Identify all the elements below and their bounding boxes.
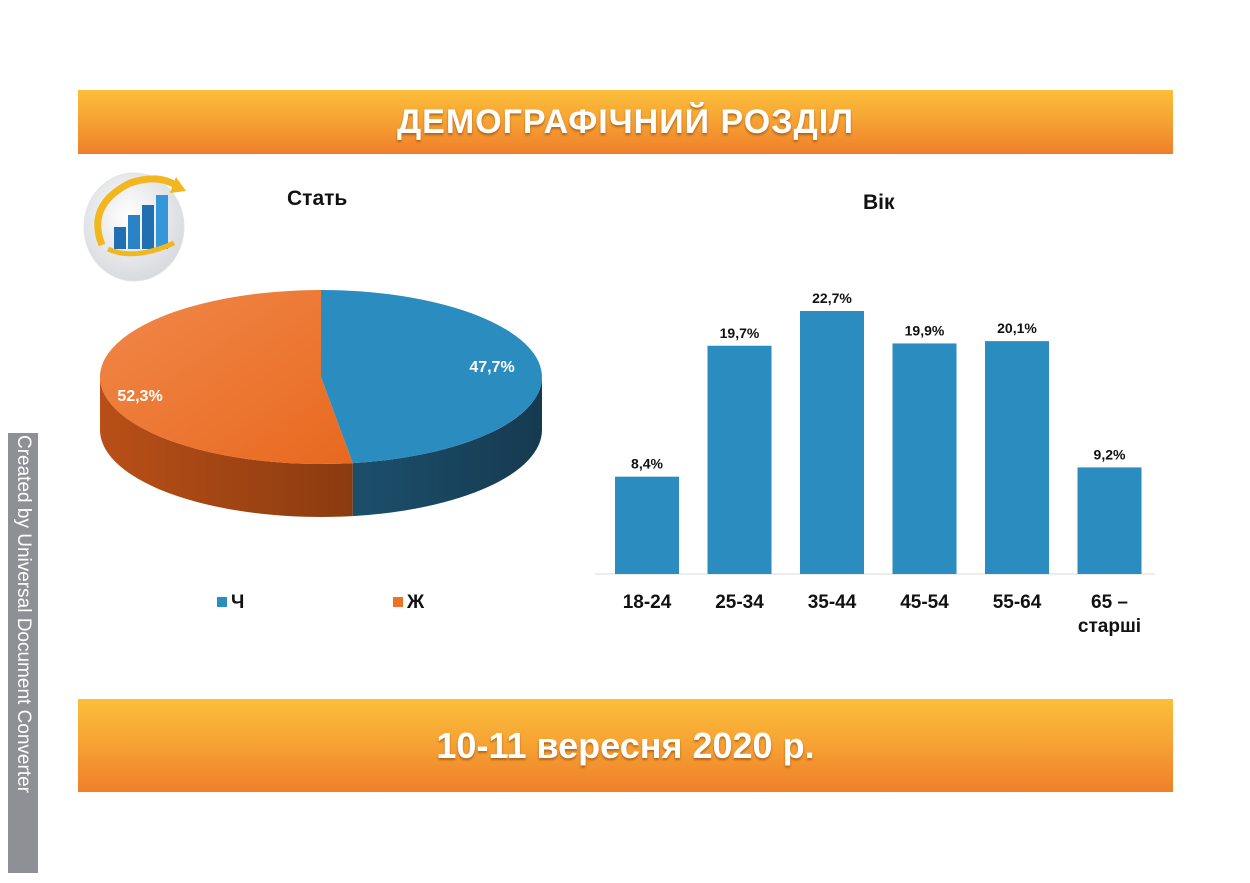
- pie-side-male: [352, 377, 542, 517]
- age-bar-chart: 8,4% 18-24 19,7% 25-34 22,7% 35-44 19,9% 45-54 2…: [595, 290, 1155, 637]
- bar-3: [892, 343, 957, 574]
- gender-chart-title: Стать: [287, 187, 348, 210]
- category-label-5-line-1: старші: [1078, 616, 1141, 637]
- legend-swatch-male: [217, 597, 227, 607]
- bar-data-label-0: 8,4%: [631, 456, 663, 472]
- pie-side-female: [100, 377, 353, 517]
- event-date: 10-11 вересня 2020 р.: [436, 725, 815, 766]
- category-label-2: 35-44: [808, 592, 857, 613]
- age-chart-title: Вік: [863, 191, 895, 214]
- growth-chart-logo-icon: [80, 165, 188, 283]
- header-banner: ДЕМОГРАФІЧНИЙ РОЗДІЛ: [78, 90, 1173, 154]
- pie-label-male: 47,7%: [469, 359, 514, 376]
- pie-slice-female: [100, 290, 353, 464]
- bar-1: [707, 345, 772, 574]
- bar-2: [800, 311, 864, 574]
- legend-male: Ч: [217, 592, 244, 614]
- bar-data-label-4: 20,1%: [997, 320, 1037, 336]
- legend-label-male: Ч: [231, 592, 245, 613]
- pie-slice-male: [321, 290, 542, 464]
- category-label-5-line-0: 65 –: [1091, 592, 1128, 613]
- legend-label-female: Ж: [407, 592, 425, 613]
- footer-banner: 10-11 вересня 2020 р.: [78, 699, 1173, 792]
- category-label-1: 25-34: [715, 592, 764, 613]
- pie-label-female: 52,3%: [117, 388, 162, 405]
- bar-4: [985, 341, 1049, 574]
- bar-data-label-5: 9,2%: [1094, 446, 1126, 462]
- bar-0: [615, 476, 679, 574]
- gender-pie-chart: 47,7% 52,3%: [100, 290, 542, 517]
- watermark-label: Created by Universal Document Converter: [8, 433, 38, 873]
- category-label-4: 55-64: [993, 592, 1042, 613]
- bar-5: [1077, 467, 1142, 574]
- bar-data-label-1: 19,7%: [720, 325, 760, 341]
- category-label-3: 45-54: [900, 592, 949, 613]
- bar-data-label-3: 19,9%: [905, 322, 945, 338]
- page-title: ДЕМОГРАФІЧНИЙ РОЗДІЛ: [396, 103, 855, 141]
- category-label-0: 18-24: [623, 592, 672, 613]
- legend-swatch-female: [393, 597, 403, 607]
- legend-female: Ж: [393, 592, 424, 614]
- bar-data-label-2: 22,7%: [812, 290, 852, 306]
